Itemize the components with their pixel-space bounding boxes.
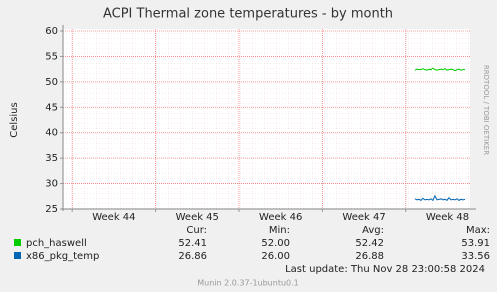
stat-value: 26.00 [261, 251, 290, 262]
y-tick-label: 25 [45, 204, 58, 215]
chart-title: ACPI Thermal zone temperatures - by mont… [103, 7, 393, 22]
stat-header: Cur: [186, 225, 207, 236]
stat-header: Avg: [362, 225, 384, 236]
stat-header: Min: [269, 225, 290, 236]
x-tick-label: Week 46 [259, 212, 302, 223]
y-tick-label: 50 [45, 77, 58, 88]
stat-value: 52.41 [178, 238, 207, 249]
y-tick-label: 40 [45, 128, 58, 139]
stat-value: 52.42 [355, 238, 384, 249]
stat-value: 52.00 [261, 238, 290, 249]
legend-label: x86_pkg_temp [26, 251, 99, 262]
side-label: RRDTOOL / TOBI OETIKER [482, 65, 490, 155]
stat-value: 26.86 [178, 251, 207, 262]
x-tick-label: Week 48 [426, 212, 469, 223]
stat-value: 53.91 [461, 238, 490, 249]
series-line [414, 67, 465, 72]
y-tick-label: 45 [45, 102, 58, 113]
y-tick-label: 30 [45, 179, 58, 190]
footer: Munin 2.0.37-1ubuntu0.1 [197, 279, 299, 288]
legend-swatch [14, 252, 21, 259]
x-tick-label: Week 44 [92, 212, 135, 223]
y-tick-label: 35 [45, 153, 58, 164]
series-line [414, 194, 466, 202]
y-axis-label: Celsius [9, 102, 20, 137]
minor-grid [63, 29, 470, 209]
x-tick-label: Week 45 [176, 212, 219, 223]
x-tick-label: Week 47 [342, 212, 385, 223]
y-tick-label: 60 [45, 26, 58, 37]
legend-swatch [14, 239, 21, 246]
y-tick-label: 55 [45, 51, 58, 62]
last-update: Last update: Thu Nov 28 23:00:58 2024 [285, 264, 485, 275]
stat-value: 26.88 [355, 251, 384, 262]
stat-header: Max: [466, 225, 490, 236]
stat-value: 33.56 [461, 251, 490, 262]
legend-label: pch_haswell [26, 238, 87, 249]
